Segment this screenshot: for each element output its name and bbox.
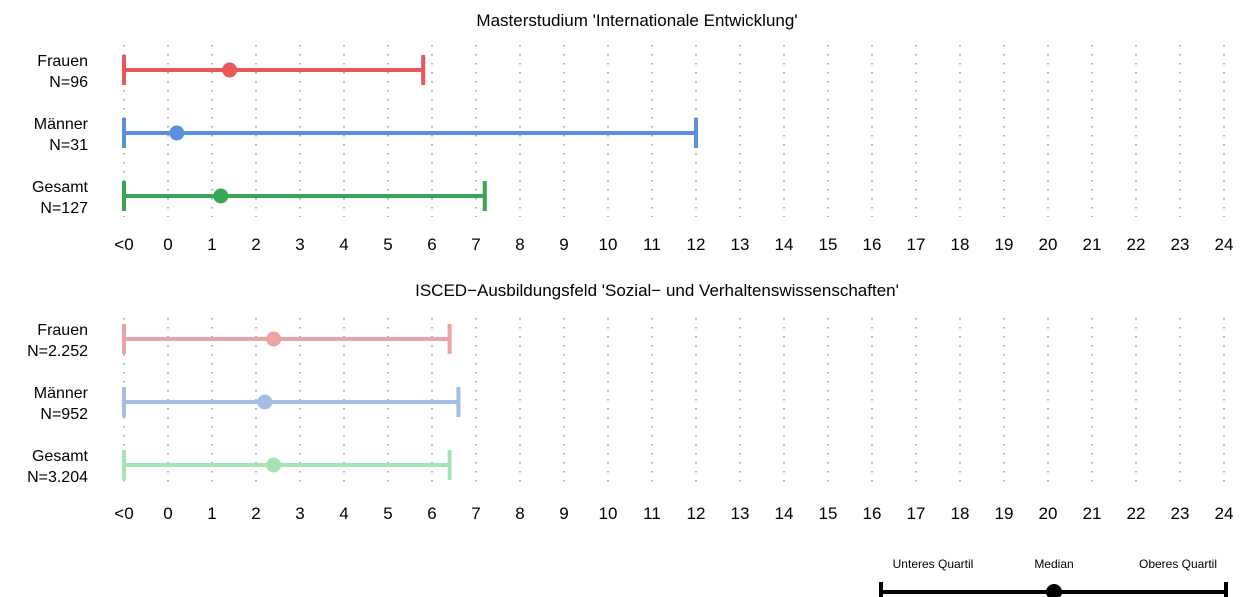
- median-dot: [257, 394, 273, 410]
- x-tick-label: 10: [599, 504, 618, 523]
- series-n-label: N=2.252: [27, 343, 88, 360]
- x-tick-label: 2: [251, 504, 260, 523]
- x-tick-label: 9: [559, 235, 568, 254]
- x-tick-label: 2: [251, 235, 260, 254]
- series-labels: Frauen N=2.252 Männer N=952 Gesamt N=3.204: [27, 322, 89, 486]
- x-tick-label: 14: [775, 504, 794, 523]
- x-tick-label: 19: [995, 235, 1014, 254]
- x-tick-label: 13: [731, 504, 750, 523]
- median-dot: [222, 62, 238, 78]
- series-labels: Frauen N=96 Männer N=31 Gesamt N=127: [32, 53, 89, 217]
- x-tick-label: 0: [163, 504, 172, 523]
- x-tick-label: 8: [515, 504, 524, 523]
- series-name-label: Gesamt: [32, 448, 89, 465]
- x-tick-label: 9: [559, 504, 568, 523]
- x-tick-label: 6: [427, 235, 436, 254]
- legend-median-label: Median: [1034, 557, 1073, 571]
- x-tick-label: 20: [1039, 504, 1058, 523]
- x-tick-label: 6: [427, 504, 436, 523]
- x-tick-label: 24: [1215, 504, 1234, 523]
- median-dot: [266, 331, 282, 347]
- x-tick-label: 3: [295, 504, 304, 523]
- x-tick-label: 12: [687, 504, 706, 523]
- x-tick-label: 19: [995, 504, 1014, 523]
- x-tick-label: 3: [295, 235, 304, 254]
- median-dot: [169, 125, 185, 141]
- x-tick-label: 5: [383, 504, 392, 523]
- series-n-label: N=3.204: [27, 469, 88, 486]
- x-tick-label: 14: [775, 235, 794, 254]
- legend-upper-quartile-label: Oberes Quartil: [1139, 557, 1217, 571]
- x-tick-label: 13: [731, 235, 750, 254]
- x-tick-label: 23: [1171, 235, 1190, 254]
- x-tick-label: <0: [114, 235, 133, 254]
- x-tick-label: 11: [643, 504, 661, 523]
- legend: Unteres Quartil Median Oberes Quartil: [879, 557, 1228, 597]
- x-tick-label: 21: [1083, 504, 1102, 523]
- x-tick-label: 18: [951, 235, 970, 254]
- x-tick-label: 23: [1171, 504, 1190, 523]
- x-tick-labels: <0 0 1 2 3 4 5 6 7 8 9 10 11 12 13 14 15 16 17 18 19 20 21 22 23…: [114, 235, 1233, 254]
- median-dot: [213, 188, 229, 204]
- x-tick-label: 12: [687, 235, 706, 254]
- x-tick-label: 5: [383, 235, 392, 254]
- x-tick-label: 10: [599, 235, 618, 254]
- x-tick-label: 24: [1215, 235, 1234, 254]
- x-tick-label: 7: [471, 504, 480, 523]
- series-name-label: Männer: [34, 385, 89, 402]
- x-tick-label: 17: [907, 235, 926, 254]
- x-tick-label: 22: [1127, 504, 1146, 523]
- panel-title: Masterstudium 'Internationale Entwicklun…: [476, 11, 797, 30]
- x-tick-labels: <0 0 1 2 3 4 5 6 7 8 9 10 11 12 13 14 15 16 17 18 19 20 21 22 23…: [114, 504, 1233, 523]
- series-n-label: N=127: [40, 200, 88, 217]
- series-name-label: Frauen: [37, 53, 88, 70]
- x-tick-label: 8: [515, 235, 524, 254]
- x-tick-label: 4: [339, 504, 348, 523]
- x-tick-label: 18: [951, 504, 970, 523]
- range-series: [122, 324, 461, 480]
- legend-lower-quartile-label: Unteres Quartil: [893, 557, 974, 571]
- panel-isced-social-sciences: ISCED−Ausbildungsfeld 'Sozial− und Verha…: [27, 281, 1233, 523]
- series-name-label: Gesamt: [32, 179, 89, 196]
- series-n-label: N=952: [40, 406, 88, 423]
- x-tick-label: <0: [114, 504, 133, 523]
- range-series: [122, 55, 698, 211]
- x-tick-label: 1: [207, 504, 216, 523]
- x-tick-label: 11: [643, 235, 661, 254]
- x-tick-label: 22: [1127, 235, 1146, 254]
- panel-international-development: Masterstudium 'Internationale Entwicklun…: [32, 11, 1233, 254]
- series-name-label: Männer: [34, 116, 89, 133]
- x-tick-label: 4: [339, 235, 348, 254]
- x-tick-label: 7: [471, 235, 480, 254]
- x-tick-label: 1: [207, 235, 216, 254]
- x-tick-label: 15: [819, 235, 838, 254]
- x-tick-label: 16: [863, 504, 882, 523]
- median-dot: [266, 457, 282, 473]
- x-tick-label: 17: [907, 504, 926, 523]
- series-n-label: N=96: [49, 74, 88, 91]
- panel-title: ISCED−Ausbildungsfeld 'Sozial− und Verha…: [415, 281, 899, 300]
- x-tick-label: 15: [819, 504, 838, 523]
- x-tick-label: 0: [163, 235, 172, 254]
- x-tick-label: 16: [863, 235, 882, 254]
- legend-median-dot: [1046, 584, 1062, 597]
- series-name-label: Frauen: [37, 322, 88, 339]
- series-n-label: N=31: [49, 137, 88, 154]
- x-tick-label: 21: [1083, 235, 1102, 254]
- x-tick-label: 20: [1039, 235, 1058, 254]
